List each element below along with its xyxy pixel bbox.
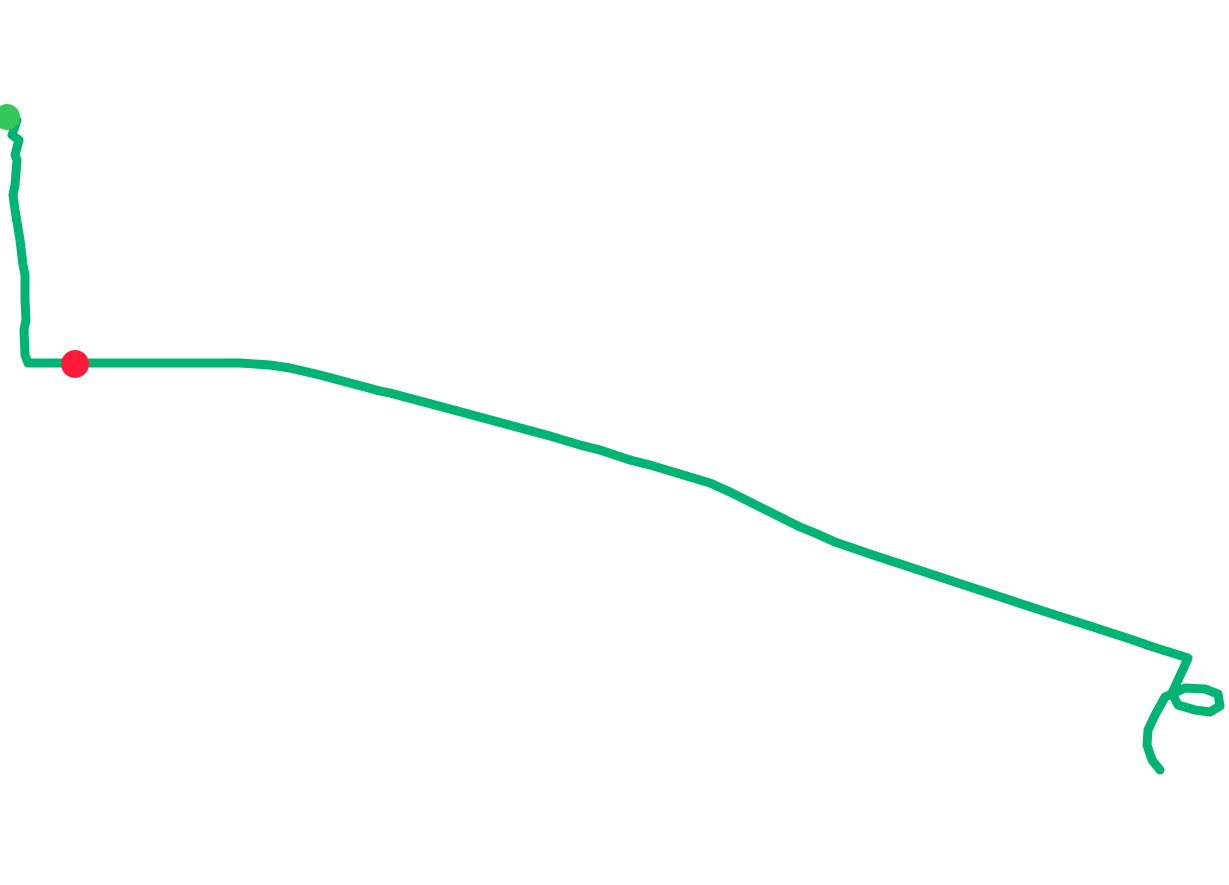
start-marker[interactable] bbox=[0, 104, 20, 130]
route-path bbox=[2, 112, 1225, 775]
current-position-marker[interactable] bbox=[61, 350, 89, 378]
